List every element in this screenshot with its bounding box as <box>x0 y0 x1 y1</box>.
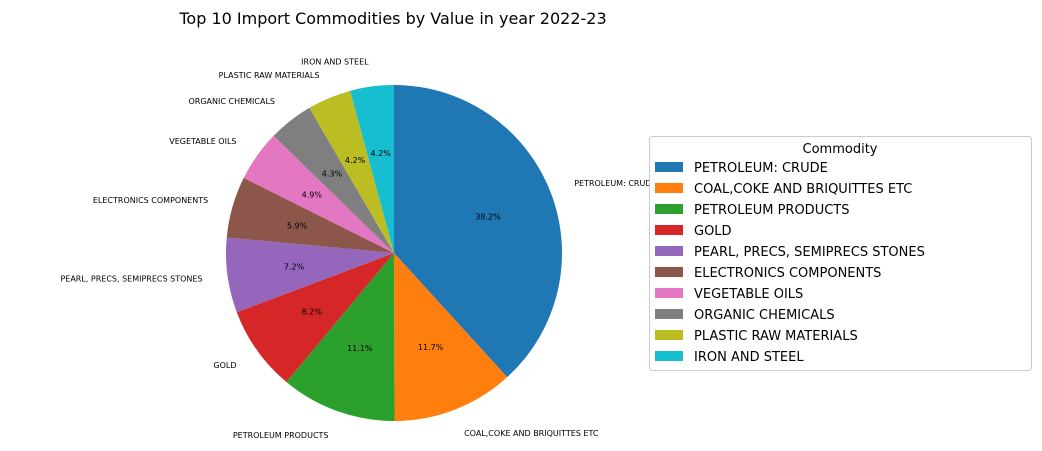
legend-label: ORGANIC CHEMICALS <box>694 308 835 323</box>
slice-label: ELECTRONICS COMPONENTS <box>93 196 208 205</box>
legend-label: VEGETABLE OILS <box>694 287 803 302</box>
pie-slice <box>243 135 394 253</box>
legend-label: PETROLEUM PRODUCTS <box>694 203 849 218</box>
pie-slice <box>394 85 562 378</box>
legend-swatch <box>655 330 683 340</box>
slice-labels: PETROLEUM: CRUDE COAL,COKE AND BRIQUITTES… <box>60 58 656 440</box>
legend-swatch <box>655 225 683 235</box>
legend-swatch <box>655 162 683 172</box>
legend-label: PEARL, PRECS, SEMIPRECS STONES <box>694 245 925 260</box>
pie-slice <box>226 177 394 253</box>
slice-label: PETROLEUM PRODUCTS <box>233 431 329 440</box>
legend-swatch <box>655 204 683 214</box>
slice-label: IRON AND STEEL <box>301 58 369 67</box>
pie-slice <box>286 253 395 422</box>
pie-slices <box>225 85 562 422</box>
slice-percent-label: 8.2% <box>302 307 323 316</box>
slice-percent-label: 4.2% <box>345 156 366 165</box>
pie-slice <box>394 253 508 421</box>
legend-title: Commodity <box>803 142 878 157</box>
slice-label: PEARL, PRECS, SEMIPRECS STONES <box>60 275 202 284</box>
pie-slice <box>309 90 394 253</box>
slice-label: COAL,COKE AND BRIQUITTES ETC <box>464 429 599 438</box>
legend-swatch <box>655 309 683 319</box>
legend-swatch <box>655 351 683 361</box>
slice-percent-label: 4.3% <box>322 170 343 179</box>
legend-items: PETROLEUM: CRUDE COAL,COKE AND BRIQUITTES… <box>655 161 925 365</box>
slice-label: PLASTIC RAW MATERIALS <box>219 71 320 80</box>
pie-slice <box>225 237 394 313</box>
legend-label: PETROLEUM: CRUDE <box>694 161 828 176</box>
slice-label: GOLD <box>213 361 236 370</box>
legend-label: COAL,COKE AND BRIQUITTES ETC <box>694 182 912 197</box>
pie-slice <box>350 85 394 253</box>
slice-label: PETROLEUM: CRUDE <box>574 179 656 188</box>
slice-percent-labels: 38.2%11.7%11.1%8.2%7.2%5.9%4.9%4.3%4.2%4… <box>284 149 501 353</box>
slice-percent-label: 5.9% <box>287 221 308 230</box>
legend-label: GOLD <box>694 224 732 239</box>
legend-frame <box>649 136 1032 371</box>
slice-percent-label: 4.2% <box>371 149 392 158</box>
slice-percent-label: 11.1% <box>347 344 373 353</box>
slice-percent-label: 7.2% <box>284 262 305 271</box>
slice-percent-label: 11.7% <box>418 343 444 352</box>
legend-label: IRON AND STEEL <box>694 350 804 365</box>
legend-swatch <box>655 183 683 193</box>
slice-label: VEGETABLE OILS <box>169 137 236 146</box>
legend-swatch <box>655 267 683 277</box>
legend: Commodity PETROLEUM: CRUDE COAL,COKE AND … <box>649 136 1032 371</box>
legend-swatch <box>655 246 683 256</box>
slice-percent-label: 4.9% <box>302 191 323 200</box>
legend-label: ELECTRONICS COMPONENTS <box>694 266 881 281</box>
chart-title: Top 10 Import Commodities by Value in ye… <box>178 9 606 28</box>
legend-swatch <box>655 288 683 298</box>
pie-slice <box>273 107 394 253</box>
legend-label: PLASTIC RAW MATERIALS <box>694 329 858 344</box>
slice-label: ORGANIC CHEMICALS <box>188 97 275 106</box>
slice-percent-label: 38.2% <box>475 213 501 222</box>
pie-slice <box>236 253 394 383</box>
